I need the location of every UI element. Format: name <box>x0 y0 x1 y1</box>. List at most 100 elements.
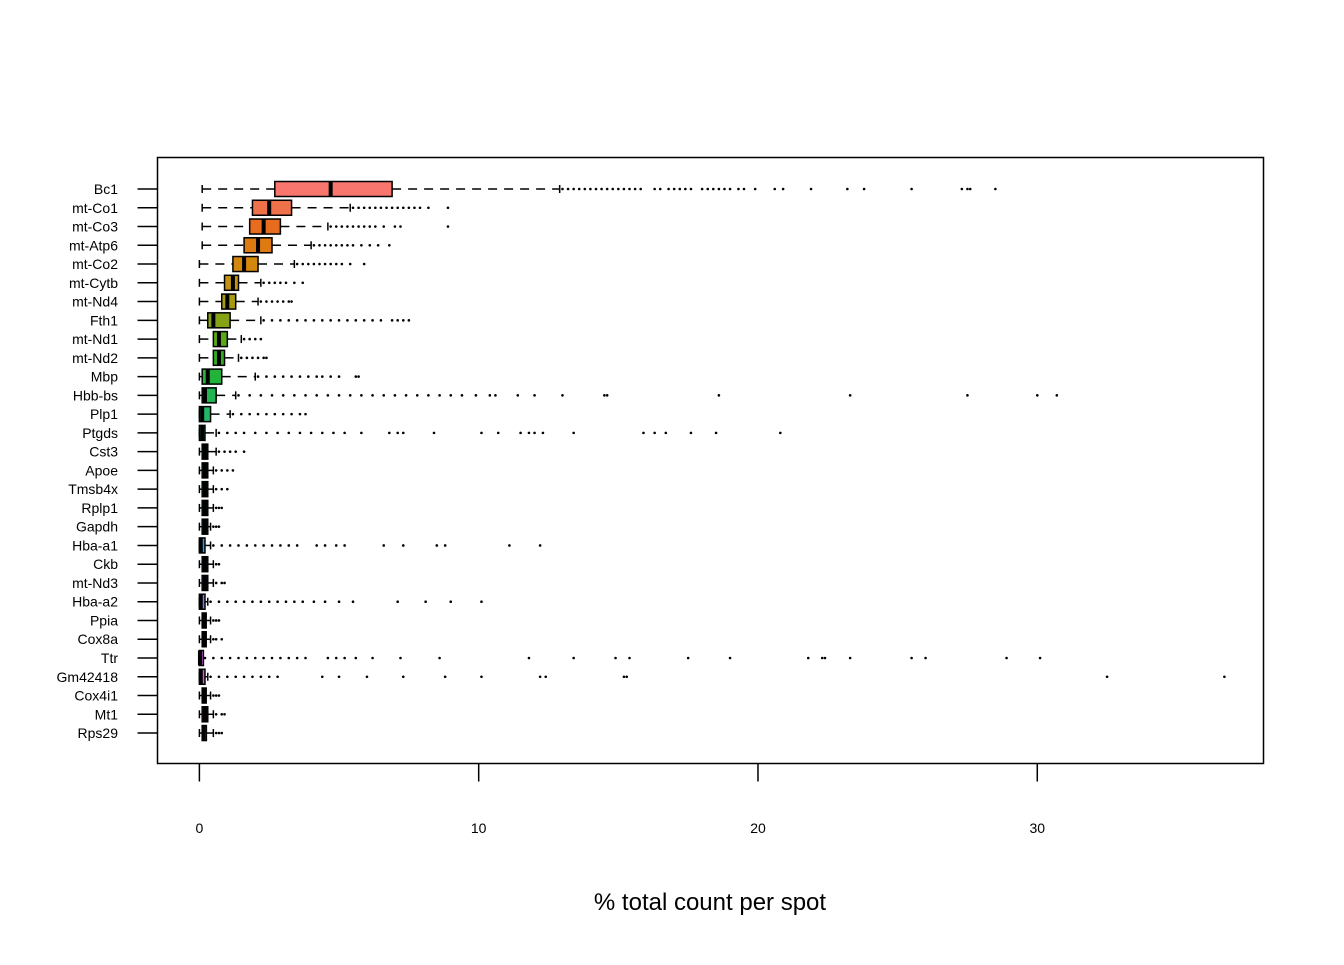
outlier-point <box>237 544 240 547</box>
outlier-point <box>382 394 386 397</box>
y-axis: Bc1 mt-Co1 mt-Co3 mt-Atp6 mt-Co2 mt-Cytb mt-Nd… <box>57 181 158 741</box>
outlier-point <box>396 206 399 210</box>
outlier-point <box>368 243 372 247</box>
outlier-point <box>717 187 721 191</box>
outlier-point <box>572 187 575 191</box>
outlier-point <box>307 375 310 378</box>
outlier-point <box>320 319 324 322</box>
category-label: Apoe <box>85 462 118 478</box>
outlier-point <box>343 544 346 547</box>
outlier-point <box>265 356 268 360</box>
outlier-point <box>401 206 405 210</box>
outlier-point <box>281 300 285 303</box>
outlier-point <box>245 544 249 547</box>
outlier-point <box>270 394 274 397</box>
x-axis-title: % total count per spot <box>594 889 826 916</box>
category-label: mt-Nd4 <box>72 294 118 310</box>
outlier-point <box>298 412 302 416</box>
x-tick-label: 20 <box>750 820 766 836</box>
outlier-point <box>823 656 827 660</box>
outlier-point <box>214 712 218 716</box>
outlier-point <box>262 356 265 360</box>
outlier-point <box>538 544 542 547</box>
outlier-point <box>265 431 268 435</box>
outlier-point <box>323 262 327 266</box>
outlier-point <box>326 656 330 660</box>
outlier-point <box>443 675 447 679</box>
outlier-point <box>248 394 251 397</box>
outlier-point <box>262 281 265 285</box>
outlier-point <box>209 675 212 679</box>
outlier-point <box>689 187 693 191</box>
outlier-point <box>343 656 346 660</box>
category-label: mt-Co3 <box>72 219 118 235</box>
outlier-point <box>329 319 332 322</box>
category-label: mt-Atp6 <box>69 237 118 253</box>
category-label: mt-Nd2 <box>72 350 118 366</box>
outlier-point <box>862 187 866 191</box>
outlier-point <box>379 206 383 210</box>
outlier-point <box>329 225 332 228</box>
outlier-point <box>228 656 232 660</box>
outlier-point <box>337 675 341 679</box>
box-group <box>198 537 542 554</box>
outlier-point <box>242 450 246 453</box>
outlier-point <box>966 394 969 397</box>
outlier-point <box>1223 675 1226 679</box>
outlier-point <box>678 187 682 191</box>
outlier-point <box>625 675 629 679</box>
box-group <box>198 574 226 592</box>
outlier-point <box>320 431 324 435</box>
outlier-point <box>212 637 215 641</box>
outlier-point <box>396 431 399 435</box>
outlier-point <box>253 656 257 660</box>
outlier-point <box>217 525 221 528</box>
outlier-point <box>1038 656 1042 660</box>
outlier-point <box>742 187 746 191</box>
iqr-box <box>198 405 212 423</box>
outlier-point <box>281 412 285 416</box>
outlier-point <box>572 656 575 660</box>
outlier-point <box>312 600 316 604</box>
outlier-point <box>390 319 394 322</box>
outlier-point <box>262 544 265 547</box>
category-label: Cox4i1 <box>74 688 118 704</box>
outlier-point <box>1035 394 1039 397</box>
iqr-box <box>201 368 223 385</box>
outlier-point <box>781 187 785 191</box>
outlier-point <box>561 187 564 191</box>
outlier-point <box>541 431 545 435</box>
outlier-point <box>653 431 656 435</box>
outlier-point <box>234 600 238 604</box>
plot-frame <box>156 156 1265 765</box>
outlier-point <box>334 243 338 247</box>
outlier-point <box>226 431 229 435</box>
outlier-point <box>415 394 419 397</box>
iqr-box <box>207 312 231 329</box>
outlier-point <box>572 431 575 435</box>
outlier-point <box>446 206 450 210</box>
outlier-point <box>334 544 338 547</box>
outlier-point <box>362 262 366 266</box>
outlier-point <box>332 431 335 435</box>
outlier-point <box>279 656 282 660</box>
iqr-box <box>251 199 293 217</box>
outlier-point <box>217 675 221 679</box>
outlier-point <box>438 656 441 660</box>
outlier-point <box>401 675 405 679</box>
outlier-point <box>628 187 631 191</box>
outlier-point <box>307 262 310 266</box>
category-label: Ttr <box>101 650 118 666</box>
outlier-point <box>594 187 598 191</box>
outlier-point <box>212 694 215 697</box>
outlier-point <box>388 431 391 435</box>
outlier-point <box>326 394 330 397</box>
outlier-point <box>304 656 307 660</box>
outlier-point <box>337 394 341 397</box>
outlier-point <box>396 319 399 322</box>
outlier-point <box>538 675 542 679</box>
category-label: Plp1 <box>90 406 118 422</box>
outlier-point <box>223 581 226 585</box>
outlier-point <box>340 243 344 247</box>
